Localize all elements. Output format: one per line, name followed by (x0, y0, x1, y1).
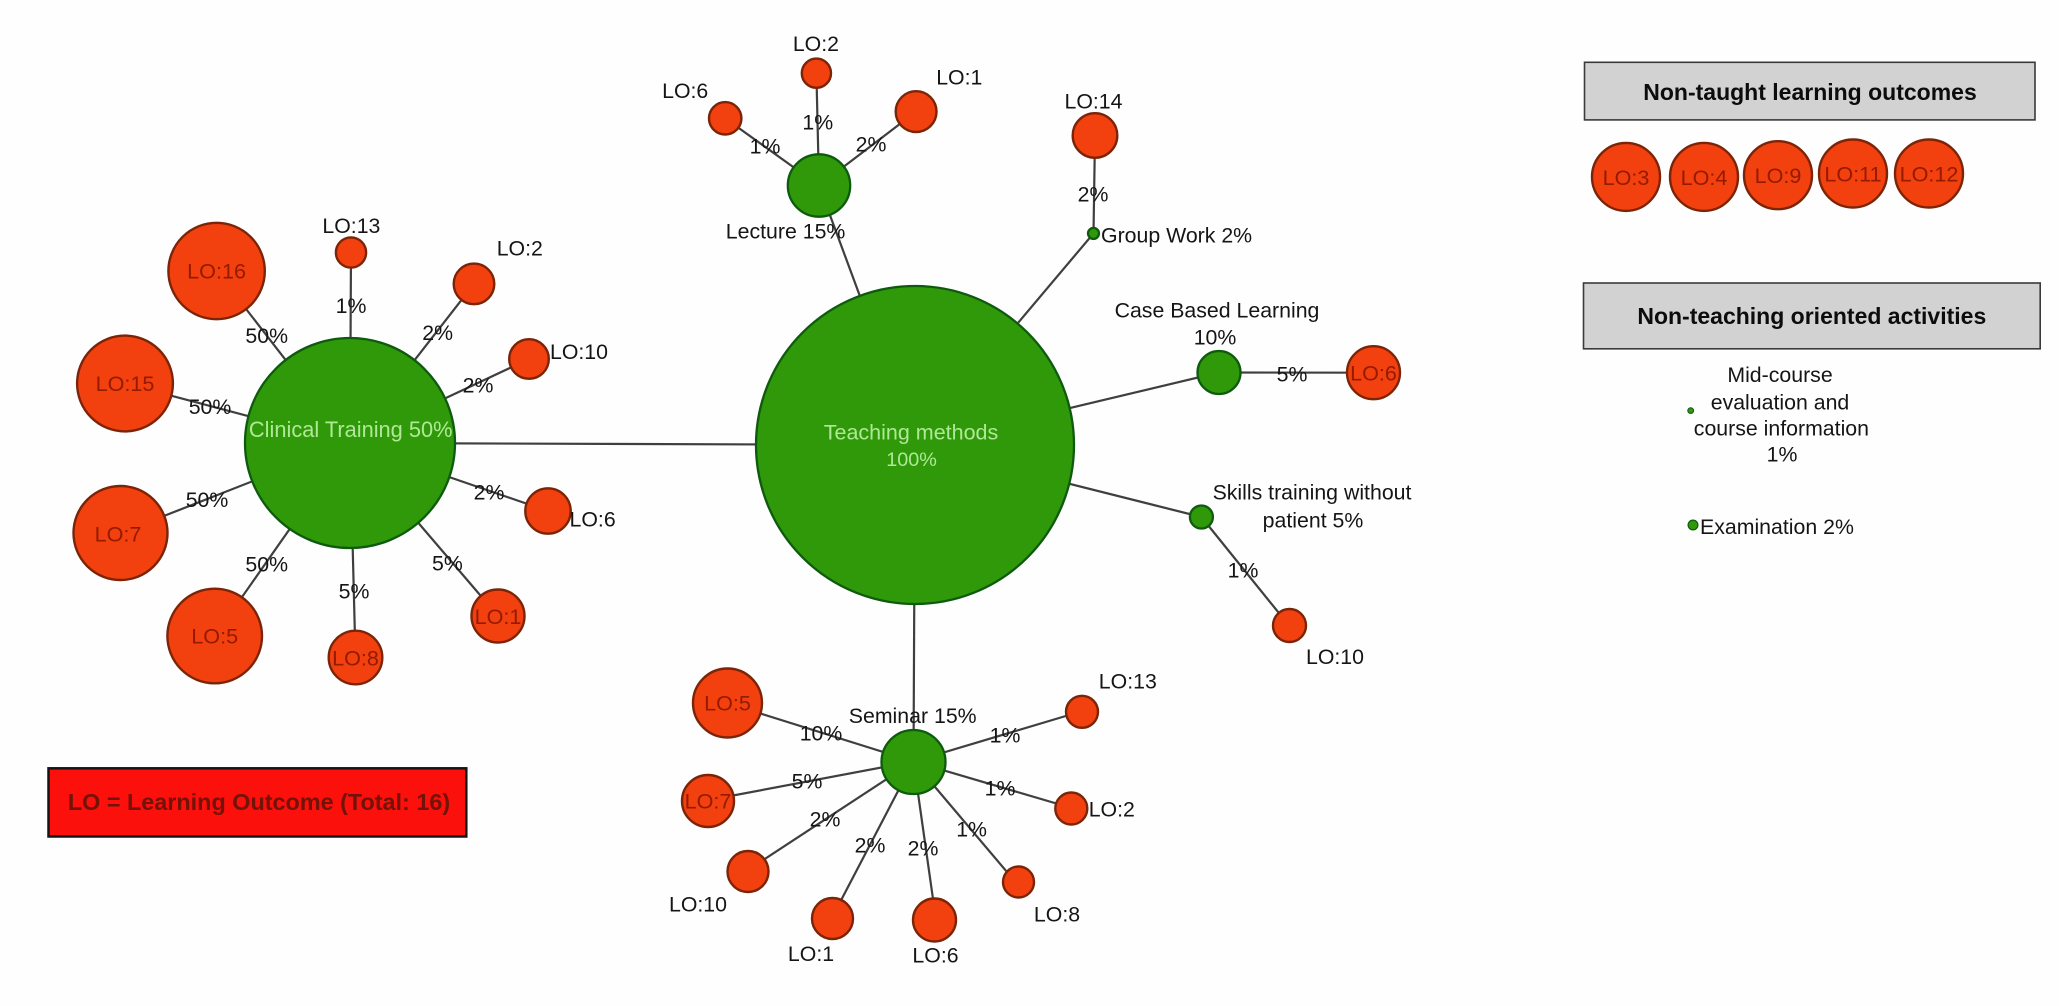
svg-text:50%: 50% (245, 553, 288, 577)
svg-text:2%: 2% (1078, 183, 1109, 207)
svg-text:Mid-course: Mid-course (1727, 363, 1832, 387)
svg-text:LO:13: LO:13 (322, 214, 380, 238)
svg-text:100%: 100% (886, 449, 937, 471)
svg-text:1%: 1% (336, 294, 367, 318)
svg-text:10%: 10% (1194, 326, 1237, 350)
svg-text:5%: 5% (432, 552, 463, 576)
svg-text:LO:15: LO:15 (96, 371, 155, 396)
svg-text:LO:1: LO:1 (475, 604, 522, 629)
svg-text:LO = Learning Outcome (Total:: LO = Learning Outcome (Total: 16) (68, 789, 450, 815)
svg-text:1%: 1% (990, 724, 1021, 748)
svg-text:course information: course information (1694, 416, 1869, 440)
svg-text:LO:4: LO:4 (1681, 165, 1728, 190)
svg-text:LO:3: LO:3 (1603, 165, 1650, 190)
svg-text:Non-taught learning outcomes: Non-taught learning outcomes (1643, 79, 1977, 105)
svg-text:Group Work 2%: Group Work 2% (1101, 224, 1252, 248)
svg-text:LO:2: LO:2 (793, 32, 839, 56)
svg-text:Case Based Learning: Case Based Learning (1115, 299, 1320, 323)
svg-text:10%: 10% (800, 722, 843, 746)
svg-text:1%: 1% (750, 134, 781, 158)
svg-text:Clinical Training 50%: Clinical Training 50% (249, 417, 453, 442)
svg-text:2%: 2% (855, 834, 886, 858)
svg-text:LO:6: LO:6 (570, 507, 616, 531)
svg-text:LO:10: LO:10 (1306, 645, 1364, 669)
svg-text:50%: 50% (189, 395, 232, 419)
svg-text:patient 5%: patient 5% (1263, 509, 1364, 533)
svg-text:LO:6: LO:6 (1350, 361, 1397, 386)
svg-text:LO:6: LO:6 (912, 944, 958, 968)
svg-text:LO:10: LO:10 (550, 340, 608, 364)
svg-text:2%: 2% (422, 321, 453, 345)
svg-text:2%: 2% (474, 481, 505, 505)
svg-text:5%: 5% (792, 770, 823, 794)
svg-text:LO:10: LO:10 (669, 893, 727, 917)
svg-text:2%: 2% (856, 133, 887, 157)
svg-text:Lecture 15%: Lecture 15% (726, 220, 846, 244)
svg-text:LO:6: LO:6 (662, 79, 708, 103)
svg-text:LO:12: LO:12 (1900, 162, 1959, 187)
svg-text:1%: 1% (1767, 443, 1798, 467)
svg-text:evaluation and: evaluation and (1711, 390, 1850, 414)
svg-text:1%: 1% (956, 818, 987, 842)
svg-text:LO:16: LO:16 (187, 259, 246, 284)
svg-text:LO:5: LO:5 (704, 691, 751, 716)
svg-text:5%: 5% (1277, 363, 1308, 387)
svg-text:LO:7: LO:7 (685, 789, 732, 814)
svg-text:LO:2: LO:2 (497, 237, 543, 261)
svg-text:2%: 2% (908, 837, 939, 861)
svg-text:LO:5: LO:5 (191, 624, 238, 649)
svg-text:LO:14: LO:14 (1064, 90, 1122, 114)
svg-text:2%: 2% (810, 808, 841, 832)
svg-text:5%: 5% (339, 580, 370, 604)
svg-text:LO:11: LO:11 (1824, 162, 1881, 187)
svg-text:LO:9: LO:9 (1755, 163, 1802, 188)
svg-text:Teaching methods: Teaching methods (824, 421, 999, 445)
svg-text:1%: 1% (1228, 559, 1259, 583)
svg-text:Non-teaching oriented activiti: Non-teaching oriented activities (1637, 303, 1986, 329)
svg-text:LO:1: LO:1 (788, 942, 834, 966)
svg-text:1%: 1% (985, 777, 1016, 801)
svg-text:50%: 50% (245, 324, 288, 348)
svg-text:LO:7: LO:7 (95, 522, 142, 547)
svg-text:LO:2: LO:2 (1089, 798, 1135, 822)
svg-text:LO:1: LO:1 (936, 65, 982, 89)
svg-text:Skills training without: Skills training without (1213, 481, 1412, 505)
svg-text:2%: 2% (463, 374, 494, 398)
svg-text:LO:8: LO:8 (332, 646, 379, 671)
svg-text:50%: 50% (186, 488, 229, 512)
svg-text:Seminar 15%: Seminar 15% (849, 704, 977, 728)
svg-text:LO:13: LO:13 (1099, 670, 1157, 694)
svg-text:Examination 2%: Examination 2% (1700, 515, 1854, 539)
svg-text:1%: 1% (802, 110, 833, 134)
svg-text:LO:8: LO:8 (1034, 903, 1080, 927)
